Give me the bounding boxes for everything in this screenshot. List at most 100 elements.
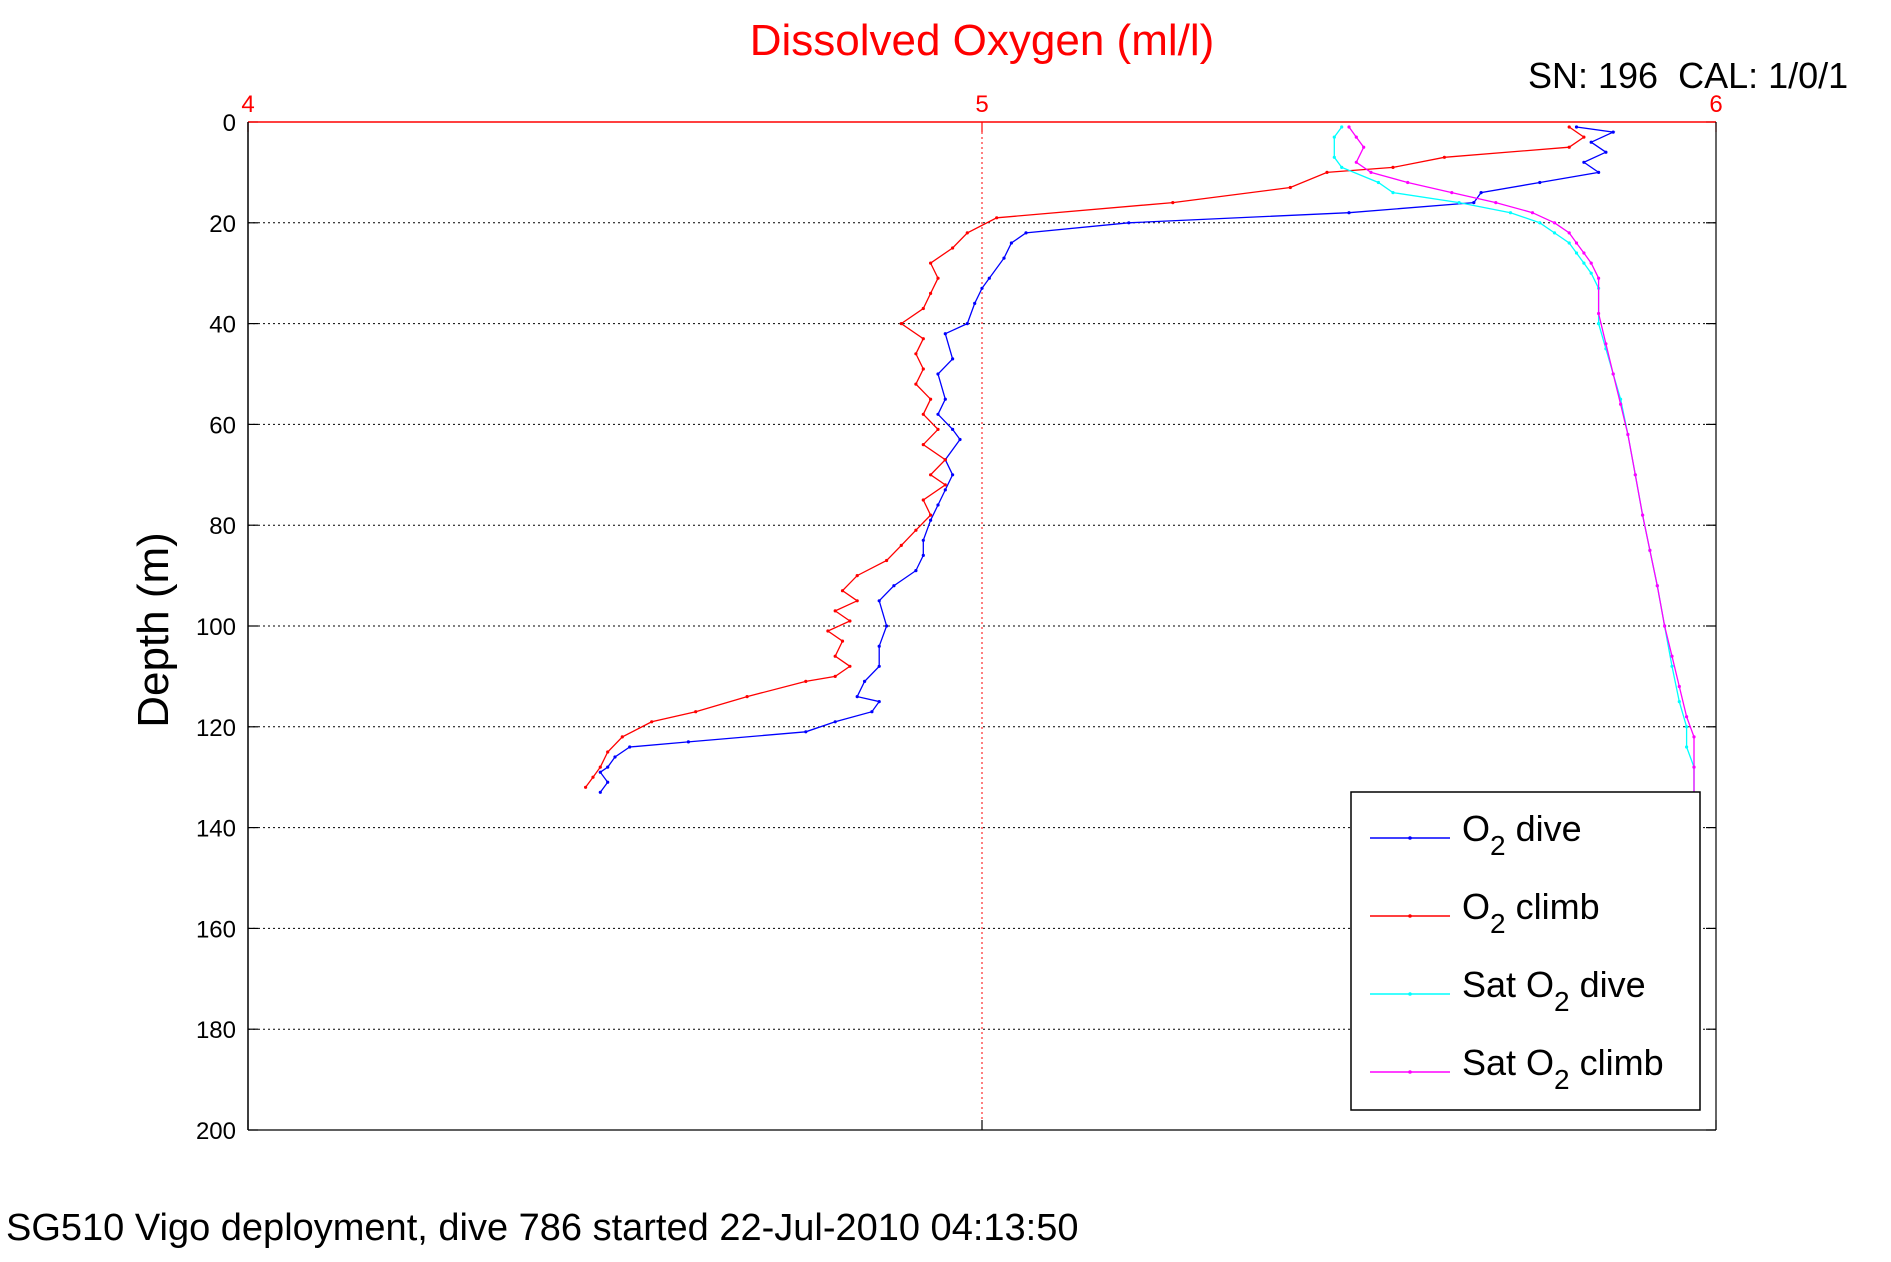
legend-label: Sat O2 climb <box>1462 1042 1664 1095</box>
data-point-o2_climb <box>929 261 933 265</box>
data-point-o2_climb <box>804 679 808 684</box>
data-point-o2_dive <box>1127 221 1131 225</box>
data-point-sat_dive <box>1589 271 1593 275</box>
legend-marker <box>1408 992 1412 996</box>
data-point-sat_dive <box>1582 261 1586 265</box>
data-point-sat_dive <box>1567 241 1571 245</box>
data-point-o2_climb <box>914 528 918 532</box>
y-tick-label: 180 <box>196 1017 236 1044</box>
data-point-sat_dive <box>1677 700 1681 704</box>
data-point-o2_dive <box>1582 160 1586 164</box>
x-tick-label: 5 <box>975 91 988 118</box>
data-point-o2_dive <box>921 553 925 558</box>
data-point-o2_dive <box>943 488 947 492</box>
data-point-sat_climb <box>1619 402 1623 406</box>
data-point-o2_climb <box>1325 170 1329 174</box>
data-point-sat_climb <box>1589 261 1593 265</box>
x-tick-label: 4 <box>241 91 254 118</box>
legend-marker <box>1408 914 1412 918</box>
data-point-sat_climb <box>1655 584 1659 588</box>
data-point-o2_dive <box>951 427 955 431</box>
data-point-o2_dive <box>1538 180 1542 185</box>
data-point-o2_climb <box>921 443 925 447</box>
data-point-o2_climb <box>1567 145 1571 149</box>
data-point-o2_dive <box>804 730 808 734</box>
data-point-sat_dive <box>1508 211 1513 215</box>
data-point-o2_dive <box>943 397 947 401</box>
data-point-o2_climb <box>885 558 889 563</box>
data-point-o2_dive <box>598 790 602 794</box>
data-point-sat_climb <box>1677 684 1681 689</box>
data-point-o2_dive <box>936 503 940 507</box>
data-point-sat_dive <box>1685 725 1689 729</box>
data-point-sat_climb <box>1362 145 1366 149</box>
data-point-o2_dive <box>863 679 867 684</box>
data-point-o2_dive <box>877 599 881 603</box>
data-point-o2_climb <box>943 483 947 487</box>
data-point-o2_climb <box>936 427 940 431</box>
y-tick-label: 20 <box>209 211 236 238</box>
y-tick-label: 140 <box>196 816 236 843</box>
chart-title: Dissolved Oxygen (ml/l) <box>750 16 1215 65</box>
legend-label: Sat O2 dive <box>1462 964 1646 1017</box>
y-axis-label: Depth (m) <box>129 532 178 728</box>
data-point-o2_climb <box>606 750 610 754</box>
data-point-o2_climb <box>694 710 698 714</box>
data-point-o2_dive <box>1611 130 1615 134</box>
data-point-sat_climb <box>1406 180 1410 185</box>
data-point-o2_climb <box>1567 125 1571 129</box>
legend-label: O2 dive <box>1462 808 1582 861</box>
legend-box <box>1350 791 1701 1111</box>
data-point-sat_climb <box>1567 231 1571 235</box>
data-point-sat_climb <box>1648 548 1652 553</box>
data-point-o2_climb <box>921 306 925 311</box>
data-point-sat_climb <box>1692 735 1696 739</box>
data-point-o2_climb <box>914 352 918 356</box>
data-point-o2_dive <box>951 473 955 477</box>
legend-entry-sat_dive: Sat O2 dive <box>1370 964 1646 1017</box>
data-point-o2_dive <box>943 332 947 336</box>
data-point-o2_dive <box>965 322 969 326</box>
data-point-sat_dive <box>1457 201 1461 205</box>
y-tick-label: 200 <box>196 1118 236 1145</box>
data-point-o2_climb <box>745 695 749 699</box>
data-point-sat_dive <box>1332 135 1336 139</box>
data-point-o2_dive <box>877 664 881 668</box>
data-point-sat_climb <box>1552 221 1557 225</box>
data-point-o2_climb <box>965 231 969 235</box>
data-point-o2_dive <box>1009 241 1014 245</box>
data-point-o2_climb <box>943 458 947 462</box>
y-tick-label: 0 <box>223 110 236 137</box>
data-point-o2_dive <box>1574 125 1579 129</box>
data-point-o2_climb <box>995 216 999 220</box>
data-point-o2_dive <box>606 765 610 769</box>
data-point-o2_dive <box>1347 211 1351 215</box>
legend-marker <box>1408 836 1412 840</box>
data-point-sat_climb <box>1494 201 1498 205</box>
data-point-o2_climb <box>598 765 602 769</box>
data-point-sat_climb <box>1597 311 1601 316</box>
data-point-o2_climb <box>929 513 933 517</box>
data-point-o2_climb <box>855 599 859 603</box>
data-point-o2_dive <box>606 780 610 784</box>
data-point-o2_dive <box>855 695 859 699</box>
data-point-sat_dive <box>1332 155 1336 159</box>
legend-label: O2 climb <box>1462 886 1600 939</box>
data-point-o2_dive <box>973 301 977 305</box>
data-point-sat_climb <box>1597 276 1601 280</box>
legend-entry-o2_dive: O2 dive <box>1370 808 1582 861</box>
data-point-o2_dive <box>1597 170 1601 174</box>
data-point-o2_climb <box>951 246 955 250</box>
tick-labels: 0 20 40 60 80 100 120 140 160 180 200 4 5 6 <box>196 91 1723 1145</box>
data-point-o2_dive <box>921 538 925 542</box>
data-point-sat_climb <box>1604 342 1608 346</box>
data-point-o2_climb <box>921 367 925 371</box>
data-point-sat_dive <box>1391 191 1395 195</box>
data-point-o2_climb <box>929 397 933 401</box>
data-point-o2_dive <box>980 286 984 290</box>
legend-entry-o2_climb: O2 climb <box>1370 886 1600 939</box>
data-point-o2_climb <box>921 412 925 416</box>
data-point-o2_climb <box>591 775 595 779</box>
y-tick-label: 120 <box>196 715 236 742</box>
data-point-sat_dive <box>1574 251 1579 255</box>
